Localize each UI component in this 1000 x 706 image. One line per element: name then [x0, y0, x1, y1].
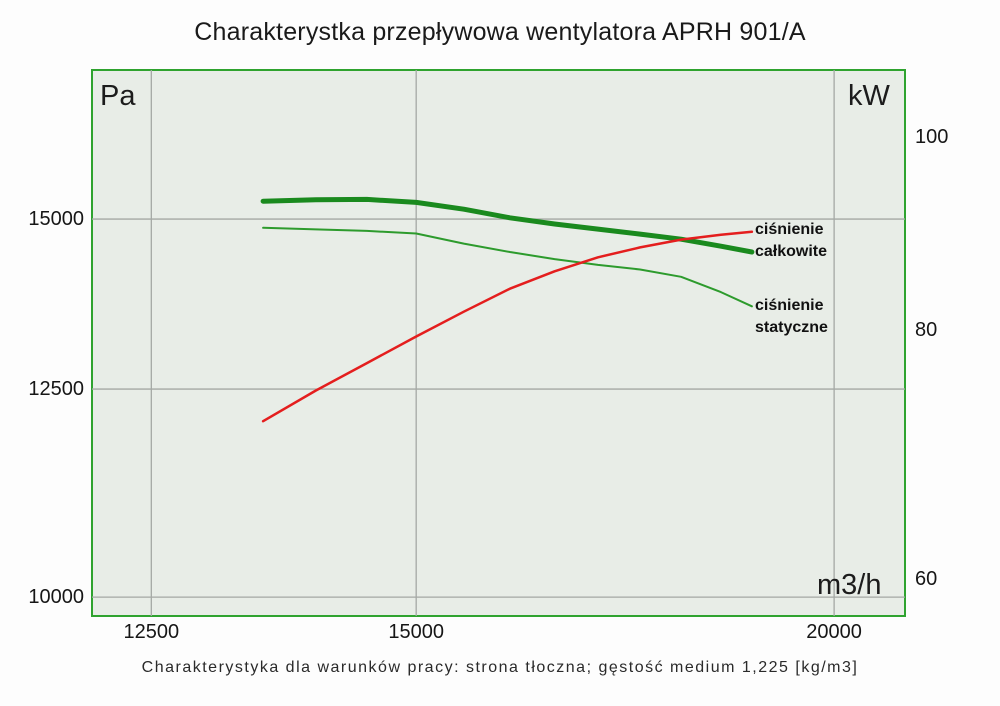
left-axis-tick-label: 15000 [28, 208, 84, 231]
total-pressure-label-line2: całkowite [755, 243, 828, 260]
x-axis-tick-label: 20000 [806, 621, 862, 643]
plot-area [91, 69, 906, 617]
total-pressure-curve-label: ciśnienie całkowite [755, 219, 827, 263]
x-axis-tick-label: 15000 [388, 621, 444, 643]
x-axis-tick-label: 12500 [123, 621, 180, 643]
x-axis-unit-label: m3/h [817, 569, 882, 601]
total-pressure-label-line1: ciśnienie [755, 221, 824, 238]
chart-title: Charakterystka przepływowa wentylatora A… [194, 18, 806, 46]
right-axis-tick-label: 80 [915, 318, 938, 341]
right-axis-unit-label: kW [848, 80, 890, 112]
right-axis-tick-label: 60 [915, 568, 938, 591]
right-axis-tick-label: 100 [915, 125, 949, 148]
chart-caption: Charakterystyka dla warunków pracy: stro… [141, 659, 859, 676]
left-axis-tick-label: 10000 [28, 586, 84, 609]
left-axis-unit-label: Pa [100, 80, 136, 112]
static-pressure-curve-label: ciśnienie statyczne [755, 295, 828, 339]
static-pressure-label-line2: statyczne [755, 319, 828, 336]
static-pressure-label-line1: ciśnienie [755, 297, 824, 314]
left-axis-tick-label: 12500 [28, 378, 84, 401]
